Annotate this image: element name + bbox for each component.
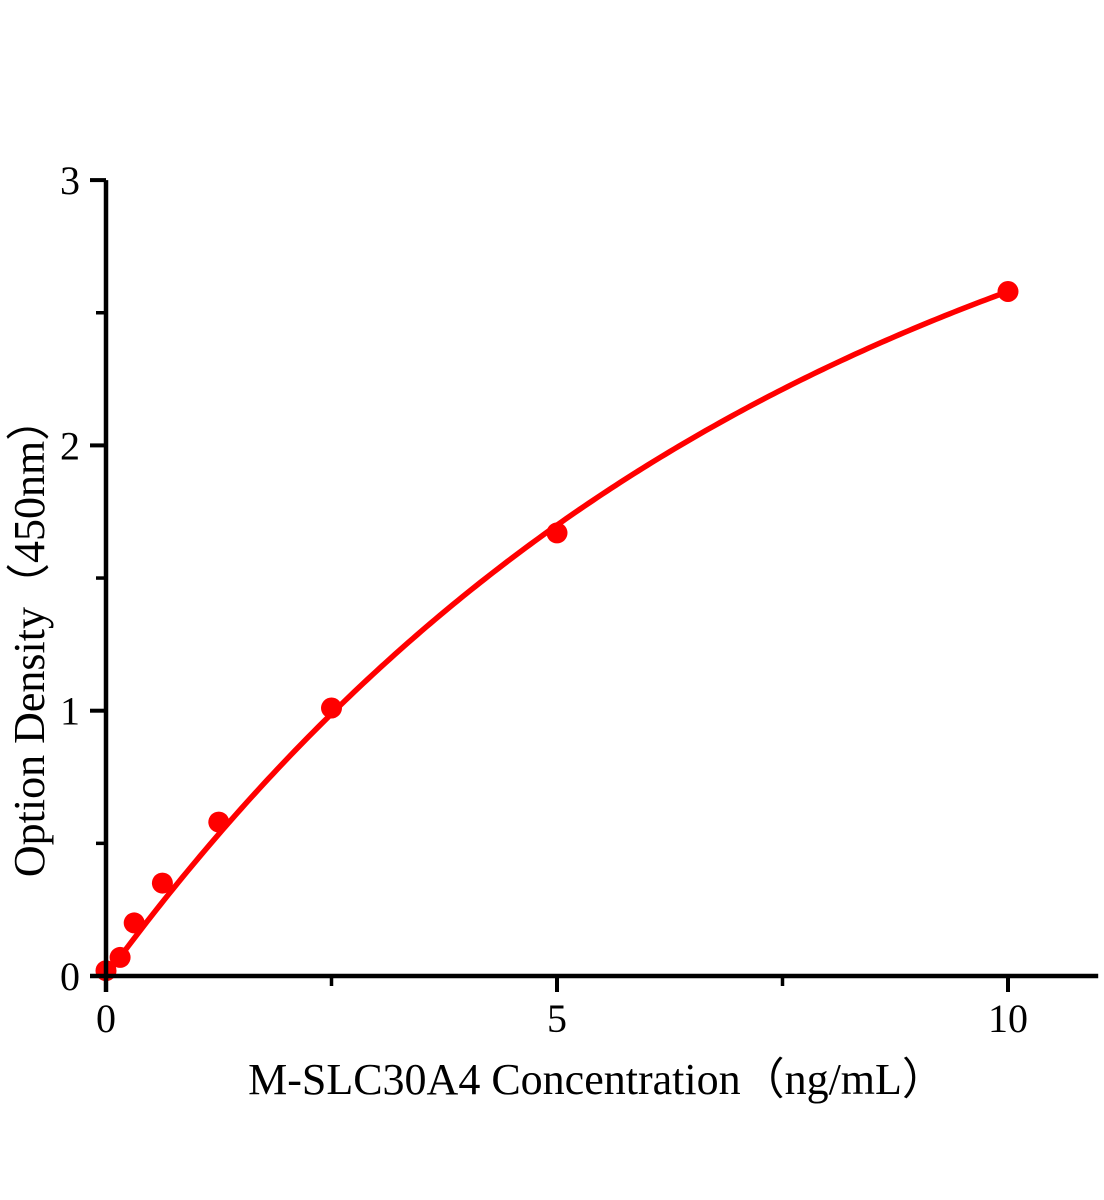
data-point [546,522,568,544]
y-tick-label: 2 [60,423,80,468]
data-point [109,946,131,968]
fit-curve [103,288,1011,979]
y-tick-label: 1 [60,689,80,734]
data-point [151,872,173,894]
data-point [321,697,342,719]
data-point [123,912,145,934]
data-point [208,811,230,833]
x-tick-label: 5 [547,996,567,1041]
y-tick-label: 0 [60,954,80,999]
data-point [997,281,1019,302]
x-tick-label: 10 [988,996,1028,1041]
x-tick-label: 0 [96,996,116,1041]
y-axis-title: Option Density（450nm） [5,397,54,877]
y-tick-label: 3 [60,158,80,203]
plot-area: 0 5 10 0 1 2 3 [60,158,1099,1041]
x-axis-title: M-SLC30A4 Concentration（ng/mL） [248,1055,946,1104]
